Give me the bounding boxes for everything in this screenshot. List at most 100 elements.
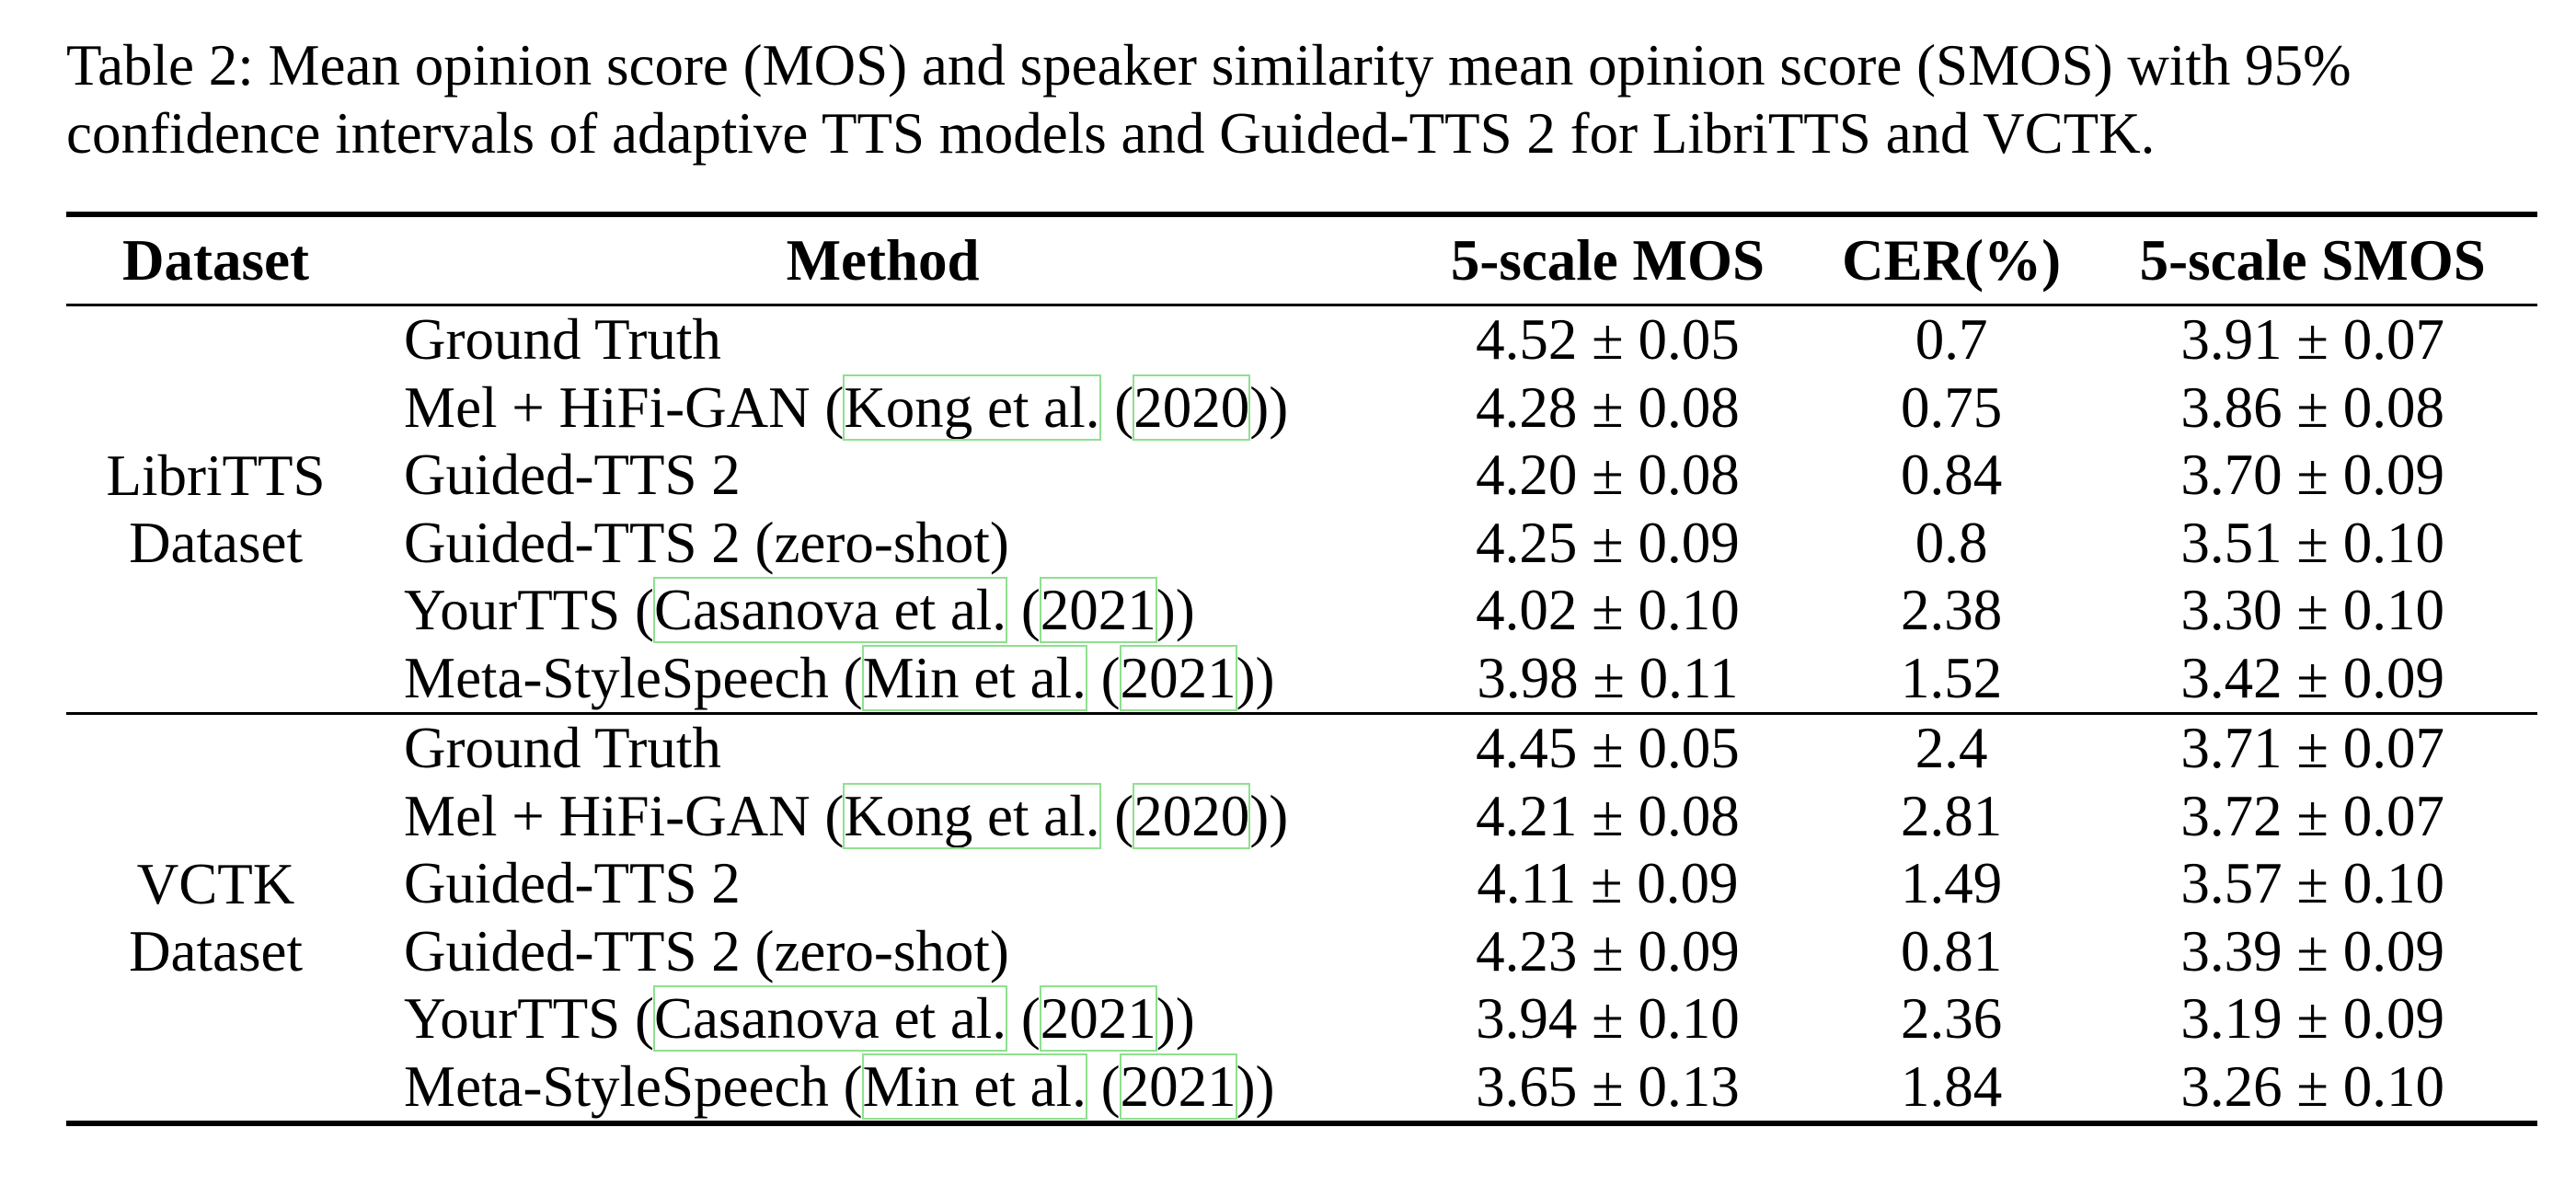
method-cell: Guided-TTS 2 (zero-shot) xyxy=(365,510,1400,578)
mos-cell: 4.02 ± 0.10 xyxy=(1476,578,1740,643)
smos-cell: 3.19 ± 0.09 xyxy=(2180,986,2444,1052)
table-row: Mel + HiFi-GAN (Kong et al. (2020)) 4.28 … xyxy=(66,374,2537,443)
mos-cell: 4.23 ± 0.09 xyxy=(1476,918,1740,984)
mos-cell: 4.28 ± 0.08 xyxy=(1476,374,1740,440)
method-name: Ground Truth xyxy=(404,307,721,373)
column-header-cer: CER(%) xyxy=(1842,227,2062,293)
mos-cell: 3.94 ± 0.10 xyxy=(1476,986,1740,1052)
method-name: YourTTS ( xyxy=(404,578,654,643)
smos-cell: 3.42 ± 0.09 xyxy=(2180,645,2444,710)
method-cell: Guided-TTS 2 xyxy=(365,442,1400,510)
dataset-name: VCTK xyxy=(136,851,295,916)
libritts-group: LibriTTS Dataset Ground Truth 4.52 ± 0.05 0.… xyxy=(66,305,2537,714)
citation-author-link[interactable]: Min et al. xyxy=(861,644,1087,711)
method-cell: Mel + HiFi-GAN (Kong et al. (2020)) xyxy=(404,782,1289,849)
dataset-name: LibriTTS xyxy=(106,443,326,508)
column-header-smos: 5-scale SMOS xyxy=(2139,227,2486,293)
method-name: Mel + HiFi-GAN ( xyxy=(404,374,845,440)
method-name: YourTTS ( xyxy=(404,986,654,1052)
mos-cell: 3.98 ± 0.11 xyxy=(1477,645,1739,710)
method-name: Mel + HiFi-GAN ( xyxy=(404,783,845,848)
vctk-group: VCTK Dataset Ground Truth 4.45 ± 0.05 2.4 3.7… xyxy=(66,714,2537,1123)
cer-cell: 2.81 xyxy=(1900,783,2003,848)
smos-cell: 3.30 ± 0.10 xyxy=(2180,578,2444,643)
citation-author-link[interactable]: Min et al. xyxy=(861,1053,1087,1120)
dataset-suffix: Dataset xyxy=(129,510,303,575)
method-name: Ground Truth xyxy=(404,716,721,781)
method-name: Guided-TTS 2 xyxy=(404,851,741,916)
table-row: Guided-TTS 2 (zero-shot) 4.25 ± 0.09 0.8 3.… xyxy=(66,510,2537,578)
method-cell: Guided-TTS 2 xyxy=(365,850,1400,918)
citation-author-link[interactable]: Kong et al. xyxy=(843,374,1101,441)
column-header-method: Method xyxy=(786,227,980,293)
table-row: Meta-StyleSpeech (Min et al. (2021)) 3.98… xyxy=(66,644,2537,714)
mos-cell: 4.11 ± 0.09 xyxy=(1477,851,1739,916)
mos-cell: 4.21 ± 0.08 xyxy=(1476,783,1740,848)
smos-cell: 3.91 ± 0.07 xyxy=(2180,307,2444,373)
method-cell: Meta-StyleSpeech (Min et al. (2021)) xyxy=(404,1053,1275,1120)
table-row: VCTK Dataset Ground Truth 4.45 ± 0.05 2.4 3.7… xyxy=(66,714,2537,983)
cer-cell: 0.84 xyxy=(1900,443,2003,508)
smos-cell: 3.26 ± 0.10 xyxy=(2180,1053,2444,1119)
method-cell: Guided-TTS 2 (zero-shot) xyxy=(365,918,1400,986)
mos-cell: 4.25 ± 0.09 xyxy=(1476,510,1740,575)
method-cell: YourTTS (Casanova et al. (2021)) xyxy=(404,577,1195,644)
table-row: Guided-TTS 2 4.11 ± 0.09 1.49 3.57 ± 0.10 xyxy=(66,850,2537,918)
table-row: YourTTS (Casanova et al. (2021)) 3.94 ± 0… xyxy=(66,985,2537,1053)
method-suffix: )) xyxy=(1249,374,1289,440)
table-row: Mel + HiFi-GAN (Kong et al. (2020)) 4.21 … xyxy=(66,782,2537,851)
citation-author-link[interactable]: Casanova et al. xyxy=(652,577,1008,644)
method-name: Guided-TTS 2 (zero-shot) xyxy=(404,918,1009,984)
cer-cell: 0.81 xyxy=(1900,918,2003,984)
cer-cell: 0.8 xyxy=(1915,510,1988,575)
method-name: Meta-StyleSpeech ( xyxy=(404,1053,863,1119)
method-cell: Mel + HiFi-GAN (Kong et al. (2020)) xyxy=(404,374,1289,441)
method-suffix: )) xyxy=(1156,986,1195,1052)
mos-cell: 4.20 ± 0.08 xyxy=(1476,443,1740,508)
smos-cell: 3.86 ± 0.08 xyxy=(2180,374,2444,440)
method-cell: Ground Truth xyxy=(365,714,1400,783)
citation-year-link[interactable]: 2020 xyxy=(1133,374,1251,441)
cer-cell: 1.49 xyxy=(1900,851,2003,916)
method-cell: YourTTS (Casanova et al. (2021)) xyxy=(404,985,1195,1053)
citation-author-link[interactable]: Kong et al. xyxy=(843,782,1101,849)
cer-cell: 1.84 xyxy=(1900,1053,2003,1119)
table-row: Guided-TTS 2 4.20 ± 0.08 0.84 3.70 ± 0.09 xyxy=(66,442,2537,510)
cer-cell: 2.38 xyxy=(1900,578,2003,643)
smos-cell: 3.57 ± 0.10 xyxy=(2180,851,2444,916)
table-row: Meta-StyleSpeech (Min et al. (2021)) 3.65… xyxy=(66,1053,2537,1123)
smos-cell: 3.71 ± 0.07 xyxy=(2180,716,2444,781)
cer-cell: 1.52 xyxy=(1900,645,2003,710)
cer-cell: 0.75 xyxy=(1900,374,2003,440)
citation-year-link[interactable]: 2021 xyxy=(1119,1053,1237,1120)
smos-cell: 3.39 ± 0.09 xyxy=(2180,918,2444,984)
citation-year-link[interactable]: 2021 xyxy=(1039,985,1157,1053)
mos-cell: 4.45 ± 0.05 xyxy=(1476,716,1740,781)
table-row: Guided-TTS 2 (zero-shot) 4.23 ± 0.09 0.81 3… xyxy=(66,918,2537,986)
cer-cell: 0.7 xyxy=(1915,307,1988,373)
mos-cell: 4.52 ± 0.05 xyxy=(1476,307,1740,373)
method-suffix: )) xyxy=(1236,1053,1275,1119)
dataset-suffix: Dataset xyxy=(129,918,303,984)
results-table: Dataset Method 5-scale MOS CER(%) 5-scal… xyxy=(66,212,2537,1126)
citation-year-link[interactable]: 2021 xyxy=(1039,577,1157,644)
method-suffix: )) xyxy=(1236,645,1275,710)
column-header-mos: 5-scale MOS xyxy=(1450,227,1765,293)
method-cell: Ground Truth xyxy=(365,305,1400,374)
smos-cell: 3.72 ± 0.07 xyxy=(2180,783,2444,848)
method-suffix: )) xyxy=(1156,578,1195,643)
smos-cell: 3.51 ± 0.10 xyxy=(2180,510,2444,575)
citation-year-link[interactable]: 2021 xyxy=(1119,644,1237,711)
table-caption: Table 2: Mean opinion score (MOS) and sp… xyxy=(66,33,2352,166)
citation-year-link[interactable]: 2020 xyxy=(1133,782,1251,849)
method-name: Guided-TTS 2 (zero-shot) xyxy=(404,510,1009,575)
method-name: Guided-TTS 2 xyxy=(404,443,741,508)
mos-cell: 3.65 ± 0.13 xyxy=(1476,1053,1740,1119)
table-header-row: Dataset Method 5-scale MOS CER(%) 5-scal… xyxy=(66,214,2537,305)
citation-author-link[interactable]: Casanova et al. xyxy=(652,985,1008,1053)
cer-cell: 2.36 xyxy=(1900,986,2003,1052)
method-suffix: )) xyxy=(1249,783,1289,848)
method-name: Meta-StyleSpeech ( xyxy=(404,645,863,710)
column-header-dataset: Dataset xyxy=(122,227,309,293)
